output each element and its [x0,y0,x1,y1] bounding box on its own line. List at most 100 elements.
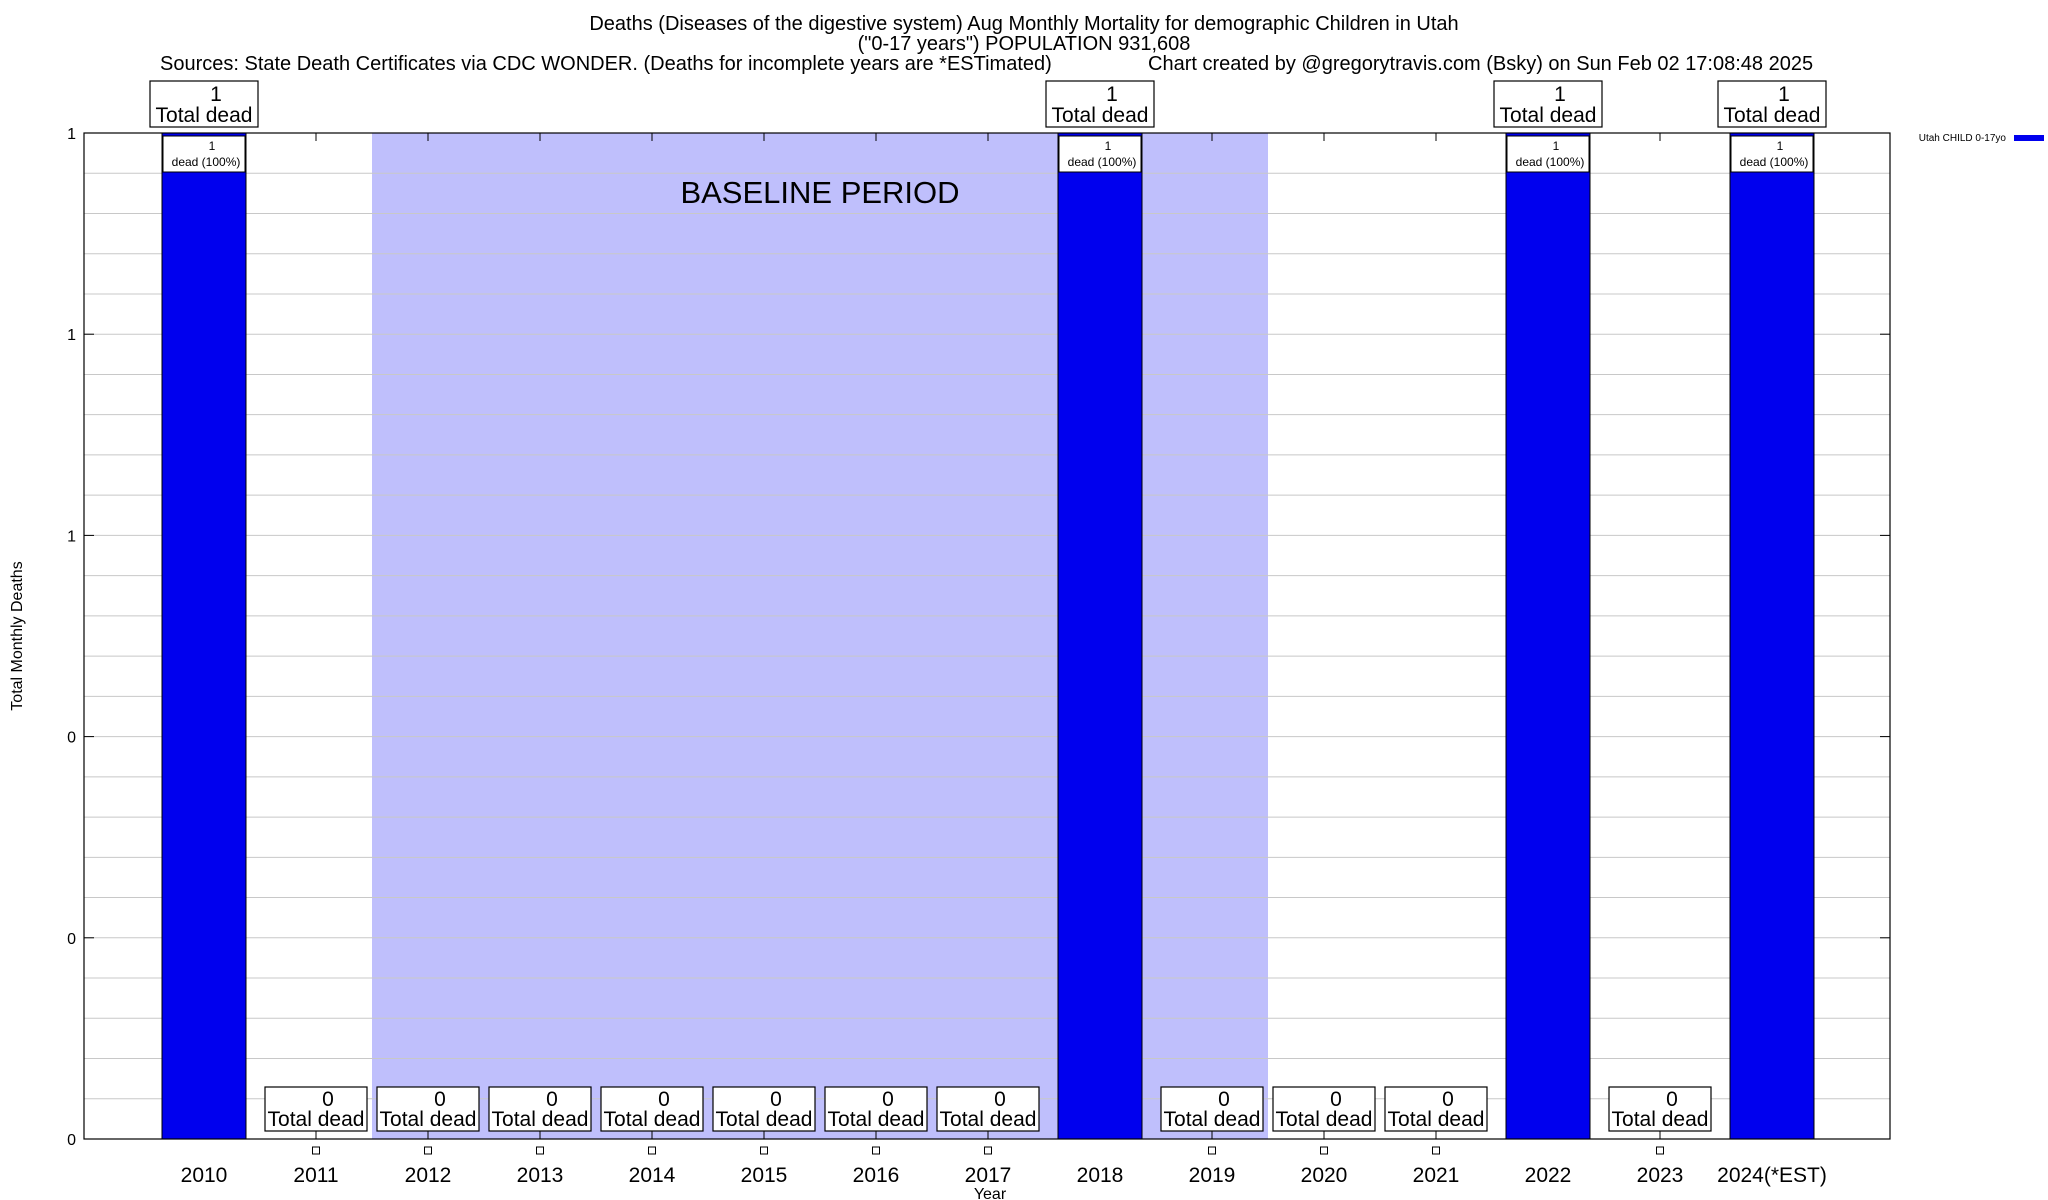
total-label-count: 0 [994,1088,1006,1111]
x-tick-label: 2023 [1637,1164,1684,1187]
total-label-count: 1 [1778,83,1790,106]
total-label-text: Total dead [492,1108,589,1131]
y-tick-label: 0 [67,931,76,948]
x-tick-label: 2024(*EST) [1717,1164,1827,1187]
total-label-box [1160,1086,1264,1132]
y-axis-label: Total Monthly Deaths [9,561,26,710]
baseline-period-label: BASELINE PERIOD [680,175,959,210]
x-tick-label: 2014 [629,1164,676,1187]
total-label-text: Total dead [380,1108,477,1131]
x-tick-label: 2012 [405,1164,452,1187]
zero-marker-2017 [984,1146,992,1155]
y-tick-label: 0 [67,730,76,747]
total-label-box [149,80,259,128]
chart-title: Deaths (Diseases of the digestive system… [589,13,1459,35]
bar-2024(*EST) [1729,132,1815,1140]
x-axis-label: Year [974,1186,1007,1200]
total-label-box [1272,1086,1376,1132]
y-tick-label: 0 [67,1132,76,1149]
total-label-count: 0 [1666,1088,1678,1111]
total-label-box [712,1086,816,1132]
total-label-text: Total dead [1724,104,1821,127]
x-tick-label: 2017 [965,1164,1012,1187]
x-tick-label: 2021 [1413,1164,1460,1187]
total-label-box [1493,80,1603,128]
zero-marker-2014 [648,1146,656,1155]
total-label-text: Total dead [1052,104,1149,127]
zero-marker-2020 [1320,1146,1328,1155]
total-label-count: 0 [434,1088,446,1111]
chart-sources: Sources: State Death Certificates via CD… [160,53,1052,75]
total-label-text: Total dead [156,104,253,127]
inner-label-box [162,135,246,173]
y-tick-label: 1 [67,327,76,344]
total-label-count: 0 [1330,1088,1342,1111]
inner-label-count: 1 [1777,139,1784,153]
zero-marker-2023 [1656,1146,1664,1155]
legend-swatch [2014,135,2044,141]
x-tick-label: 2020 [1301,1164,1348,1187]
total-label-box [824,1086,928,1132]
total-label-box [936,1086,1040,1132]
bar-2010 [161,132,247,1140]
x-tick-label: 2019 [1189,1164,1236,1187]
inner-label-count: 1 [1553,139,1560,153]
x-tick-label: 2016 [853,1164,900,1187]
total-label-count: 0 [658,1088,670,1111]
total-label-text: Total dead [1276,1108,1373,1131]
zero-marker-2015 [760,1146,768,1155]
chart-credit: Chart created by @gregorytravis.com (Bsk… [1148,53,1814,75]
total-label-text: Total dead [1388,1108,1485,1131]
zero-marker-2012 [424,1146,432,1155]
total-label-text: Total dead [716,1108,813,1131]
inner-label-count: 1 [209,139,216,153]
zero-marker-2011 [312,1146,320,1155]
zero-marker-2021 [1432,1146,1440,1155]
inner-label-count: 1 [1105,139,1112,153]
inner-label-text: dead (100%) [1740,155,1809,169]
total-label-box [1717,80,1827,128]
inner-label-text: dead (100%) [1516,155,1585,169]
total-label-text: Total dead [828,1108,925,1131]
bar-2022 [1505,132,1591,1140]
total-label-text: Total dead [268,1108,365,1131]
chart-subtitle: ("0-17 years") POPULATION 931,608 [857,33,1191,55]
x-tick-label: 2015 [741,1164,788,1187]
total-label-box [1608,1086,1712,1132]
zero-marker-2013 [536,1146,544,1155]
inner-label-text: dead (100%) [1068,155,1137,169]
total-label-box [264,1086,368,1132]
x-tick-label: 2011 [293,1164,338,1187]
total-label-box [1384,1086,1488,1132]
legend-label: Utah CHILD 0-17yo [1919,133,2007,144]
total-label-count: 1 [1106,83,1118,106]
inner-label-box [1730,135,1814,173]
total-label-text: Total dead [1500,104,1597,127]
total-label-text: Total dead [940,1108,1037,1131]
inner-label-text: dead (100%) [172,155,241,169]
total-label-text: Total dead [604,1108,701,1131]
total-label-box [488,1086,592,1132]
x-tick-label: 2013 [517,1164,564,1187]
zero-marker-2016 [872,1146,880,1155]
total-label-count: 0 [882,1088,894,1111]
x-tick-label: 2022 [1525,1164,1572,1187]
total-label-count: 0 [322,1088,334,1111]
total-label-text: Total dead [1612,1108,1709,1131]
total-label-count: 0 [546,1088,558,1111]
y-tick-label: 1 [67,126,76,143]
total-label-box [1045,80,1155,128]
total-label-count: 1 [1554,83,1566,106]
total-label-count: 0 [1218,1088,1230,1111]
total-label-text: Total dead [1164,1108,1261,1131]
bar-2018 [1057,132,1143,1140]
x-tick-label: 2010 [181,1164,228,1187]
total-label-count: 0 [1442,1088,1454,1111]
inner-label-box [1058,135,1142,173]
y-tick-label: 1 [67,528,76,545]
inner-label-box [1506,135,1590,173]
total-label-count: 0 [770,1088,782,1111]
total-label-count: 1 [210,83,222,106]
zero-marker-2019 [1208,1146,1216,1155]
